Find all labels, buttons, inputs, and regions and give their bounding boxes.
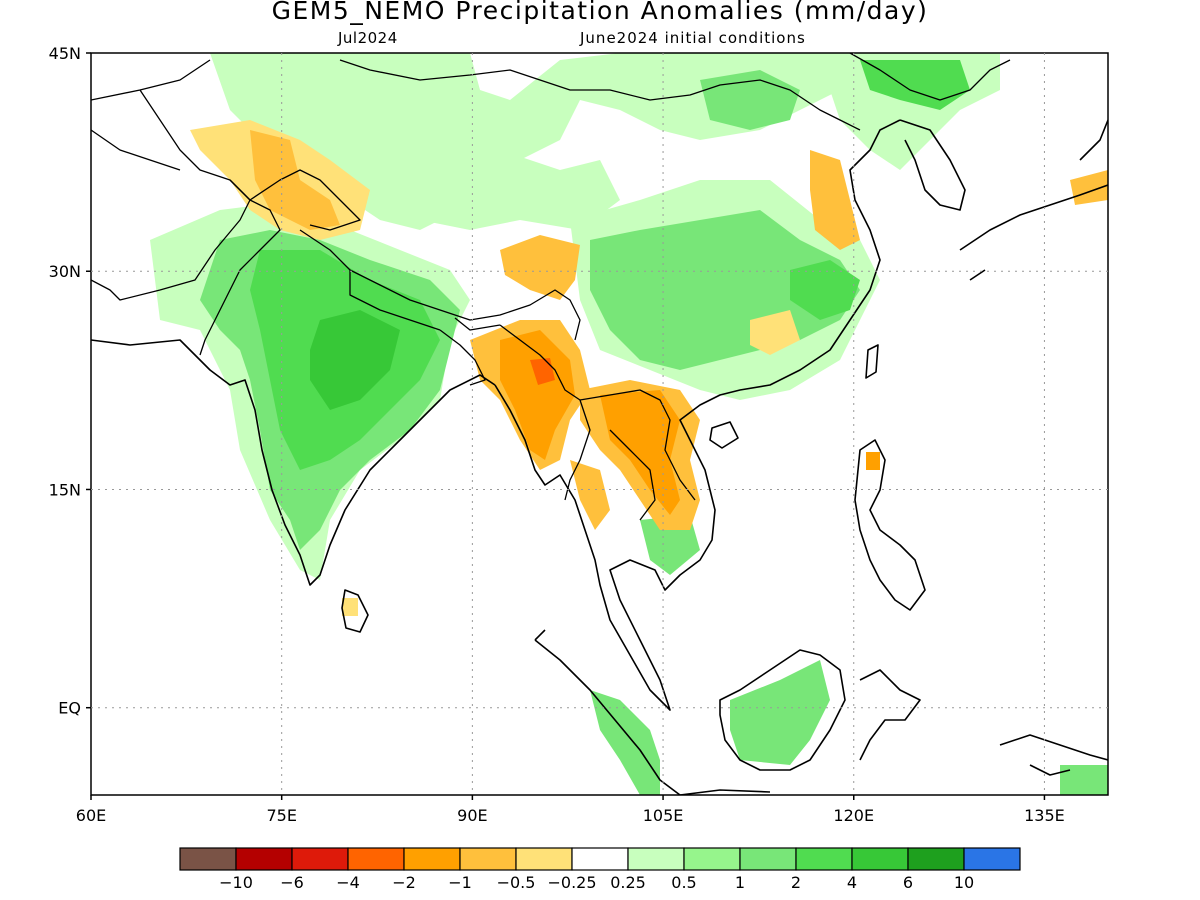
- lat-label: 15N: [49, 480, 81, 499]
- coastline-java: [679, 789, 771, 795]
- colorbar-label: 0.25: [610, 873, 646, 892]
- colorbar-swatch: [403, 847, 461, 871]
- anomaly-region-new-guinea: [1060, 765, 1108, 795]
- colorbar-swatch: [571, 847, 629, 871]
- lat-label: EQ: [58, 699, 81, 718]
- colorbar: [179, 847, 1021, 871]
- colorbar-swatch: [739, 847, 797, 871]
- colorbar-swatch: [907, 847, 965, 871]
- anomaly-region-thailand-south: [570, 460, 610, 530]
- border-china-mongolia: [339, 59, 861, 131]
- colorbar-swatch: [459, 847, 517, 871]
- anomaly-region-korea-shandong: [810, 150, 860, 250]
- coastline-philippines: [854, 439, 926, 611]
- coastline-sumatra: [534, 629, 681, 795]
- colorbar-label: −0.25: [547, 873, 596, 892]
- anomaly-region-karakoram-orange: [250, 130, 340, 230]
- forecast-month-label: Jul2024: [338, 29, 398, 47]
- anomaly-region-sichuan: [500, 235, 580, 300]
- coastline-borneo: [719, 649, 846, 771]
- colorbar-label: −10: [219, 873, 253, 892]
- anomaly-region-luzon: [866, 452, 880, 470]
- anomaly-region-myanmar-orange: [500, 330, 575, 460]
- anomaly-region-sumatra: [590, 690, 660, 795]
- anomaly-region-japan: [1070, 170, 1108, 205]
- border-bangladesh: [439, 329, 486, 386]
- coastline-korea: [899, 119, 966, 211]
- coastline-taiwan: [865, 344, 879, 379]
- colorbar-swatch: [627, 847, 685, 871]
- lon-label: 120E: [833, 806, 874, 825]
- border-china-west: [249, 169, 361, 231]
- lat-label: 30N: [49, 262, 81, 281]
- lon-label: 90E: [457, 806, 487, 825]
- colorbar-labels: −10 −6 −4 −2 −1 −0.5 −0.25 0.25 0.5 1 2 4 6 10: [219, 873, 974, 892]
- lon-label: 135E: [1024, 806, 1065, 825]
- colorbar-label: −4: [336, 873, 360, 892]
- initial-conditions-label: June2024 initial conditions: [580, 29, 806, 47]
- colorbar-label: 4: [847, 873, 857, 892]
- colorbar-swatch: [515, 847, 573, 871]
- colorbar-label: −0.5: [497, 873, 536, 892]
- grid-lines: [91, 53, 1108, 795]
- anomaly-region-south-china-coast: [750, 310, 800, 355]
- colorbar-swatch: [963, 847, 1021, 871]
- anomaly-region-indochina-orange: [600, 390, 680, 515]
- coastline-southeast-asia: [494, 119, 901, 711]
- anomaly-region-borneo: [730, 660, 830, 765]
- border-laos-vietnam: [579, 389, 696, 521]
- colorbar-swatch: [851, 847, 909, 871]
- colorbar-label: 1: [735, 873, 745, 892]
- latitude-labels: 45N 30N 15N EQ: [49, 44, 91, 718]
- coastline-japan: [959, 119, 1108, 281]
- coastline-sri-lanka: [341, 589, 369, 633]
- coastline-new-guinea: [999, 734, 1108, 776]
- border-myanmar: [499, 324, 591, 501]
- longitude-labels: 60E 75E 90E 105E 120E 135E: [76, 795, 1065, 825]
- map-title: GEM5_NEMO Precipitation Anomalies (mm/da…: [271, 0, 929, 25]
- lon-label: 75E: [266, 806, 296, 825]
- colorbar-swatch: [347, 847, 405, 871]
- anomaly-region-myanmar-red: [530, 358, 555, 385]
- colorbar-label: 6: [903, 873, 913, 892]
- colorbar-label: −1: [448, 873, 472, 892]
- coastlines: [91, 119, 1108, 795]
- coastline-india: [91, 339, 496, 586]
- anomaly-region-east-china: [790, 260, 860, 320]
- border-central-asia: [91, 59, 251, 301]
- colorbar-swatch: [291, 847, 349, 871]
- lon-label: 60E: [76, 806, 106, 825]
- colorbar-label: 2: [791, 873, 801, 892]
- country-borders: [91, 53, 1011, 521]
- anomaly-region-tibet-light: [380, 150, 620, 230]
- colorbar-swatch: [795, 847, 853, 871]
- colorbar-label: −6: [280, 873, 304, 892]
- colorbar-swatch: [235, 847, 293, 871]
- colorbar-swatch: [683, 847, 741, 871]
- plot-frame: [90, 52, 1109, 796]
- coastline-sulawesi: [859, 669, 921, 761]
- anomaly-region-manchuria: [860, 60, 970, 110]
- colorbar-swatch: [179, 847, 237, 871]
- border-pakistan-india: [199, 179, 281, 356]
- colorbar-label: 0.5: [671, 873, 696, 892]
- border-china-russia-east: [849, 53, 1011, 101]
- anomaly-region-sri-lanka: [342, 598, 358, 616]
- lat-label: 45N: [49, 44, 81, 63]
- border-nepal-bhutan: [349, 270, 501, 331]
- anomaly-region-central-india-max: [310, 310, 400, 410]
- colorbar-label: −2: [392, 873, 416, 892]
- coastline-hainan: [709, 421, 739, 449]
- anomaly-field: [150, 53, 1108, 795]
- lon-label: 105E: [643, 806, 684, 825]
- colorbar-label: 10: [954, 873, 974, 892]
- anomaly-region-north-asia: [210, 53, 850, 230]
